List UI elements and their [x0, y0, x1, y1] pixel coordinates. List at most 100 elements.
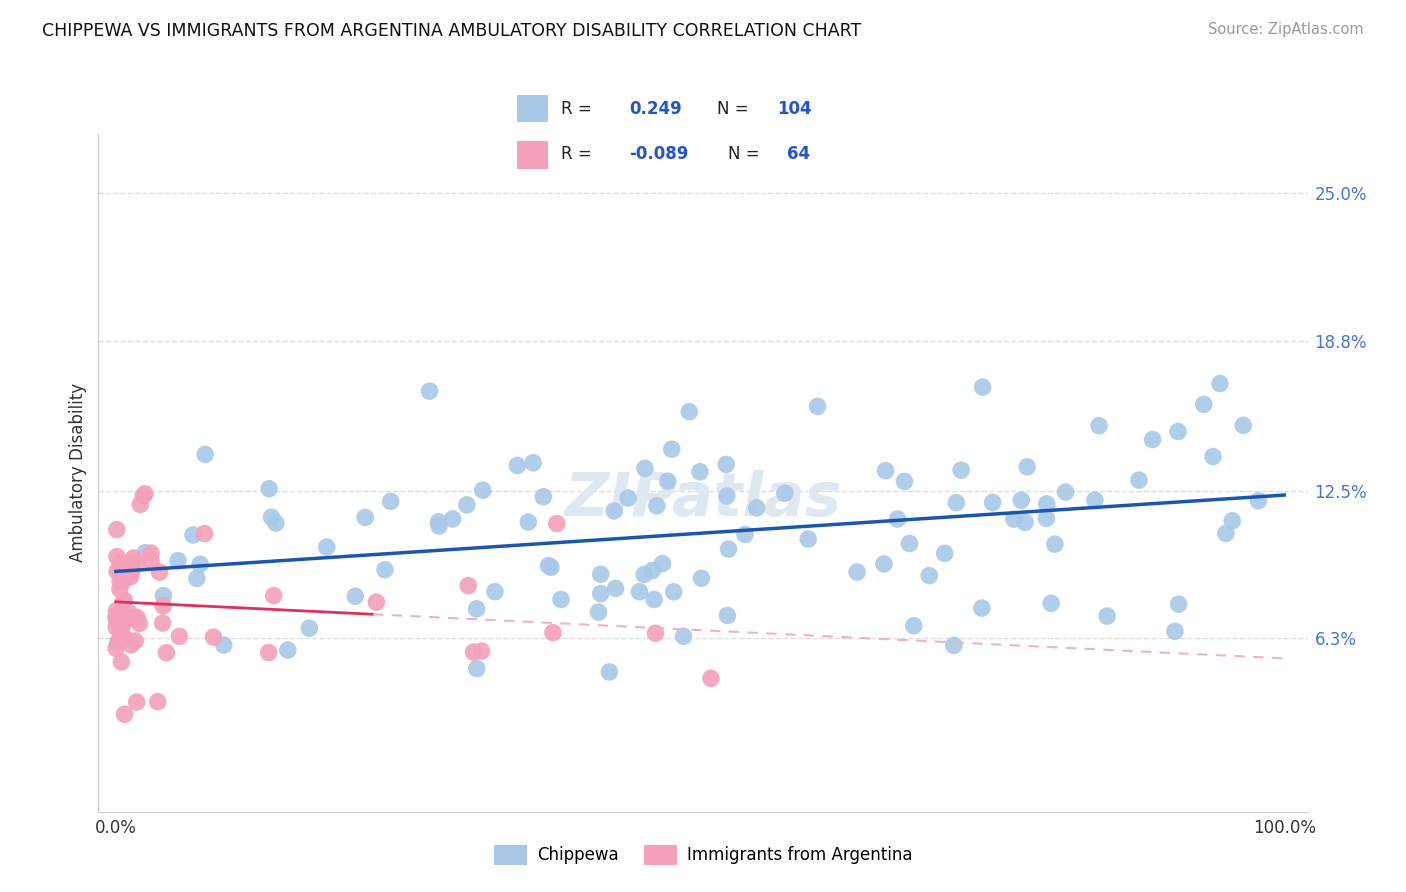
Point — [1142, 433, 1164, 447]
Point — [155, 646, 177, 660]
Point — [121, 556, 143, 570]
Point — [146, 695, 169, 709]
Point — [112, 593, 135, 607]
Point — [315, 540, 337, 554]
Point — [263, 589, 285, 603]
Point — [121, 564, 143, 578]
Y-axis label: Ambulatory Disability: Ambulatory Disability — [69, 384, 87, 562]
Point — [522, 456, 544, 470]
Point — [873, 557, 896, 571]
Text: N =: N = — [728, 145, 759, 163]
Point — [517, 515, 540, 529]
Point — [152, 589, 174, 603]
Point — [506, 458, 529, 473]
Point — [134, 546, 156, 560]
Point — [108, 574, 131, 589]
Point — [942, 639, 965, 653]
Point — [1128, 473, 1150, 487]
Point — [716, 608, 738, 623]
Point — [651, 557, 673, 571]
Point — [108, 582, 131, 597]
Text: Source: ZipAtlas.com: Source: ZipAtlas.com — [1208, 22, 1364, 37]
Point — [981, 495, 1004, 509]
Point — [105, 620, 128, 634]
Point — [588, 605, 610, 619]
Point — [717, 542, 740, 557]
Point — [537, 558, 560, 573]
Text: R =: R = — [561, 145, 592, 163]
Point — [111, 620, 134, 634]
FancyBboxPatch shape — [517, 95, 548, 122]
Point — [797, 532, 820, 546]
Point — [374, 563, 396, 577]
Point — [903, 619, 925, 633]
Point — [1192, 397, 1215, 411]
Point — [427, 519, 450, 533]
Point — [125, 557, 148, 571]
Point — [970, 601, 993, 615]
Point — [169, 629, 191, 643]
Text: 104: 104 — [778, 100, 811, 118]
Point — [1035, 511, 1057, 525]
Point — [456, 498, 478, 512]
Point — [110, 569, 132, 583]
Point — [628, 584, 651, 599]
Point — [1084, 493, 1107, 508]
Point — [945, 496, 967, 510]
Point — [419, 384, 441, 398]
FancyBboxPatch shape — [517, 141, 548, 169]
Point — [540, 560, 562, 574]
Point — [105, 613, 128, 627]
Point — [605, 582, 627, 596]
Point — [380, 494, 402, 508]
Point — [603, 504, 626, 518]
Point — [918, 568, 941, 582]
Point — [716, 489, 738, 503]
Point — [111, 596, 134, 610]
Point — [441, 512, 464, 526]
Point — [212, 638, 235, 652]
Point — [1088, 418, 1111, 433]
Legend: Chippewa, Immigrants from Argentina: Chippewa, Immigrants from Argentina — [486, 838, 920, 871]
Point — [886, 512, 908, 526]
Point — [950, 463, 973, 477]
Point — [104, 609, 127, 624]
Point — [634, 461, 657, 475]
Text: R =: R = — [561, 100, 592, 118]
Point — [641, 564, 664, 578]
Point — [107, 635, 129, 649]
Text: CHIPPEWA VS IMMIGRANTS FROM ARGENTINA AMBULATORY DISABILITY CORRELATION CHART: CHIPPEWA VS IMMIGRANTS FROM ARGENTINA AM… — [42, 22, 862, 40]
Point — [122, 611, 145, 625]
Point — [734, 527, 756, 541]
Point — [1209, 376, 1232, 391]
Point — [1017, 459, 1039, 474]
Text: 64: 64 — [787, 145, 810, 163]
Point — [1002, 512, 1025, 526]
Point — [264, 516, 287, 531]
Point — [662, 584, 685, 599]
Point — [354, 510, 377, 524]
Point — [465, 602, 488, 616]
Point — [617, 491, 640, 505]
Point — [118, 606, 141, 620]
Point — [181, 528, 204, 542]
Point — [893, 475, 915, 489]
Point — [114, 631, 136, 645]
Point — [115, 569, 138, 583]
Point — [546, 516, 568, 531]
Point — [105, 565, 128, 579]
Point — [471, 483, 494, 498]
Point — [589, 567, 612, 582]
Point — [633, 567, 655, 582]
Point — [689, 465, 711, 479]
Point — [541, 625, 564, 640]
Point — [1164, 624, 1187, 639]
Point — [643, 592, 665, 607]
Point — [186, 572, 208, 586]
Point — [105, 613, 128, 627]
Point — [257, 646, 280, 660]
Point — [1167, 425, 1189, 439]
Point — [149, 565, 172, 579]
Point — [589, 587, 612, 601]
Point — [108, 556, 131, 570]
